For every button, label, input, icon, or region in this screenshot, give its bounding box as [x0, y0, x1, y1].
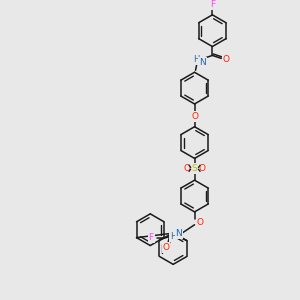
- Text: N: N: [176, 229, 182, 238]
- Text: O: O: [191, 112, 198, 121]
- Text: O: O: [163, 243, 170, 252]
- Text: O: O: [223, 55, 230, 64]
- Text: S: S: [192, 164, 197, 173]
- Text: O: O: [199, 164, 206, 173]
- Text: O: O: [183, 164, 190, 173]
- Text: N: N: [199, 58, 206, 67]
- Text: F: F: [148, 233, 154, 242]
- Text: H: H: [193, 55, 200, 64]
- Text: H: H: [170, 232, 176, 241]
- Text: O: O: [197, 218, 204, 227]
- Text: F: F: [210, 0, 215, 9]
